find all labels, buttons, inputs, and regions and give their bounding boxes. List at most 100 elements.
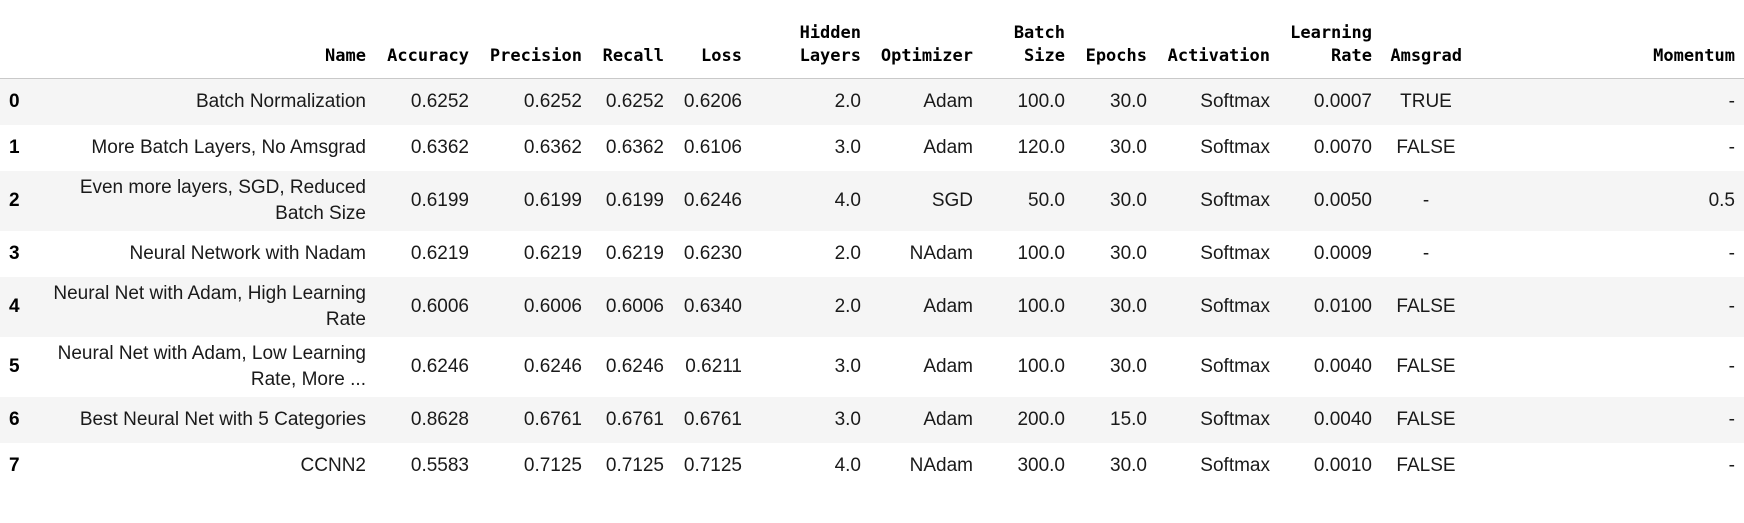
optimizer-cell: SGD [931,189,973,211]
recall-column-header: Recall [591,0,673,79]
accuracy-cell: 0.6219 [410,242,469,264]
loss-cell: 0.6206 [683,90,742,112]
accuracy-cell: 0.6252 [410,90,469,112]
recall-cell: 0.7125 [605,454,664,476]
epochs-cell: 30.0 [1110,90,1147,112]
batch-size-cell: 120.0 [1017,136,1065,158]
amsgrad-cell: FALSE [1396,355,1456,377]
hidden-layers-cell: 2.0 [834,295,861,317]
activation-cell: Softmax [1200,136,1270,158]
optimizer-cell: Adam [923,295,973,317]
table-body: 0 Batch Normalization 0.6252 0.6252 0.62… [0,78,1744,489]
amsgrad-cell: TRUE [1400,90,1452,112]
accuracy-cell: 0.6362 [410,136,469,158]
accuracy-cell: 0.6199 [410,189,469,211]
amsgrad-cell: FALSE [1396,408,1456,430]
recall-cell: 0.6761 [605,408,664,430]
momentum-cell: - [1728,136,1735,158]
table-header: Name Accuracy Precision Recall Loss Hidd… [0,0,1744,79]
loss-cell: 0.6246 [683,189,742,211]
recall-cell: 0.6199 [605,189,664,211]
table-row: 6 Best Neural Net with 5 Categories 0.86… [0,396,1744,443]
hidden-layers-column-header: Hidden Layers [751,0,870,79]
momentum-cell: 0.5 [1708,189,1735,211]
optimizer-cell: Adam [923,408,973,430]
name-column-header: Name [34,0,375,79]
amsgrad-cell: FALSE [1396,295,1456,317]
table-row: 0 Batch Normalization 0.6252 0.6252 0.62… [0,78,1744,125]
epochs-cell: 30.0 [1110,242,1147,264]
row-index-cell: 5 [9,355,20,377]
amsgrad-cell: - [1422,242,1430,264]
batch-size-cell: 100.0 [1017,295,1065,317]
momentum-cell: - [1728,355,1735,377]
epochs-cell: 30.0 [1110,295,1147,317]
name-cell: Neural Net with Adam, High Learning Rate [53,282,366,330]
precision-cell: 0.6252 [523,90,582,112]
learning-rate-cell: 0.0040 [1313,355,1372,377]
momentum-column-header: Momentum [1471,0,1744,79]
hidden-layers-cell: 4.0 [834,189,861,211]
optimizer-cell: NAdam [909,454,973,476]
recall-cell: 0.6246 [605,355,664,377]
precision-cell: 0.6246 [523,355,582,377]
learning-rate-cell: 0.0040 [1313,408,1372,430]
precision-cell: 0.6219 [523,242,582,264]
name-cell: Even more layers, SGD, Reduced Batch Siz… [79,176,366,224]
row-index-cell: 0 [9,90,20,112]
row-index-cell: 3 [9,242,20,264]
amsgrad-cell: FALSE [1396,136,1456,158]
activation-cell: Softmax [1200,242,1270,264]
recall-cell: 0.6006 [605,295,664,317]
batch-size-column-header: Batch Size [982,0,1074,79]
hidden-layers-cell: 3.0 [834,355,861,377]
precision-cell: 0.6362 [523,136,582,158]
loss-cell: 0.6761 [683,408,742,430]
row-index-cell: 1 [9,136,20,158]
epochs-cell: 30.0 [1110,355,1147,377]
loss-column-header: Loss [673,0,751,79]
epochs-column-header: Epochs [1074,0,1156,79]
loss-cell: 0.7125 [683,454,742,476]
recall-cell: 0.6219 [605,242,664,264]
index-column-header [0,0,34,79]
recall-cell: 0.6362 [605,136,664,158]
loss-cell: 0.6106 [683,136,742,158]
batch-size-cell: 50.0 [1028,189,1065,211]
row-index-cell: 2 [9,189,20,211]
optimizer-cell: Adam [923,136,973,158]
precision-column-header: Precision [478,0,591,79]
row-index-cell: 4 [9,295,20,317]
table-row: 3 Neural Network with Nadam 0.6219 0.621… [0,230,1744,277]
recall-cell: 0.6252 [605,90,664,112]
loss-cell: 0.6230 [683,242,742,264]
activation-column-header: Activation [1156,0,1279,79]
batch-size-cell: 300.0 [1017,454,1065,476]
learning-rate-cell: 0.0050 [1313,189,1372,211]
momentum-cell: - [1728,90,1735,112]
precision-cell: 0.6006 [523,295,582,317]
name-cell: Batch Normalization [195,90,366,112]
name-cell: CCNN2 [300,454,366,476]
accuracy-cell: 0.6006 [410,295,469,317]
accuracy-cell: 0.8628 [410,408,469,430]
amsgrad-column-header: Amsgrad [1381,0,1471,79]
precision-cell: 0.7125 [523,454,582,476]
name-cell: Neural Network with Nadam [129,242,366,264]
epochs-cell: 30.0 [1110,189,1147,211]
activation-cell: Softmax [1200,408,1270,430]
row-index-cell: 7 [9,454,20,476]
hidden-layers-cell: 2.0 [834,90,861,112]
optimizer-cell: Adam [923,355,973,377]
table-row: 5 Neural Net with Adam, Low Learning Rat… [0,336,1744,397]
learning-rate-column-header: Learning Rate [1279,0,1381,79]
learning-rate-cell: 0.0100 [1313,295,1372,317]
activation-cell: Softmax [1200,90,1270,112]
activation-cell: Softmax [1200,189,1270,211]
loss-cell: 0.6340 [683,295,742,317]
hidden-layers-cell: 3.0 [834,136,861,158]
epochs-cell: 30.0 [1110,136,1147,158]
accuracy-cell: 0.5583 [410,454,469,476]
momentum-cell: - [1728,295,1735,317]
optimizer-cell: Adam [923,90,973,112]
